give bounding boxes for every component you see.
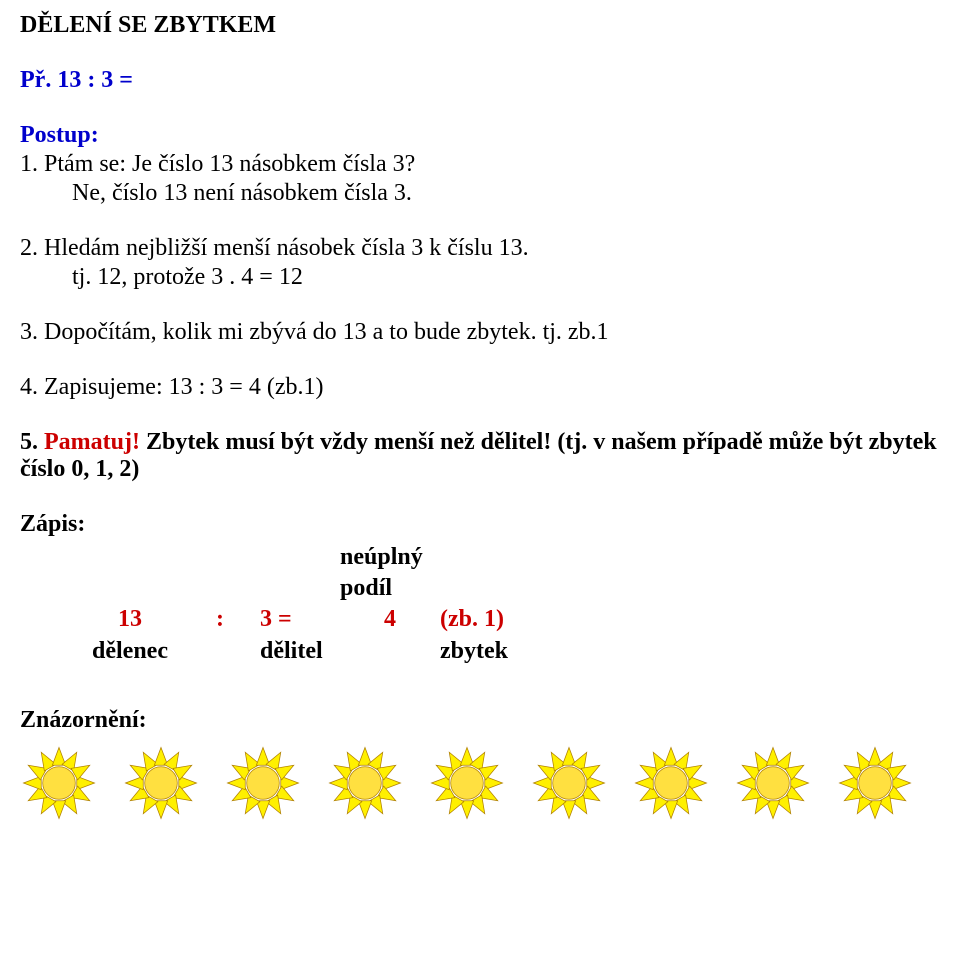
- zapis-cell-empty: [440, 542, 580, 573]
- postup-heading: Postup:: [20, 122, 940, 149]
- step-1-answer: Ne, číslo 13 není násobkem čísla 3.: [72, 180, 940, 207]
- step-5-pamatuj: Pamatuj!: [44, 429, 140, 455]
- step-2-line-a: 2. Hledám nejbližší menší násobek čísla …: [20, 235, 940, 262]
- sun-icon: [634, 746, 708, 820]
- page: DĚLENÍ SE ZBYTKEM Př. 13 : 3 = Postup: 1…: [0, 0, 960, 840]
- zapis-cell-empty: [180, 573, 260, 604]
- zapis-cell-empty: [260, 573, 340, 604]
- zapis-delenec: dělenec: [80, 636, 180, 667]
- zapis-grid: neúplný podíl 13 : 3 = 4 (zb. 1) dělenec…: [80, 542, 940, 667]
- zapis-colon: :: [180, 604, 260, 635]
- step-3-line: 3. Dopočítám, kolik mi zbývá do 13 a to …: [20, 319, 940, 346]
- zapis-cell-empty: [260, 542, 340, 573]
- zapis-cell-empty: [180, 636, 260, 667]
- zapis-delitel: dělitel: [260, 636, 340, 667]
- step-5-rest: Zbytek musí být vždy menší než dělitel! …: [20, 429, 937, 482]
- sun-icon: [838, 746, 912, 820]
- zapis-zbytek: zbytek: [440, 636, 580, 667]
- znazorneni-heading: Znázornění:: [20, 707, 940, 734]
- zapis-cell-empty: [180, 542, 260, 573]
- sun-icon: [124, 746, 198, 820]
- zapis-neuplny: neúplný: [340, 542, 440, 573]
- sun-icon: [226, 746, 300, 820]
- zapis-cell-empty: [440, 573, 580, 604]
- zapis-cell-empty: [80, 573, 180, 604]
- step-1: 1. Ptám se: Je číslo 13 násobkem čísla 3…: [20, 151, 940, 207]
- sun-icon: [328, 746, 402, 820]
- sun-icon: [430, 746, 504, 820]
- step-3: 3. Dopočítám, kolik mi zbývá do 13 a to …: [20, 319, 940, 346]
- sun-icon: [532, 746, 606, 820]
- zapis-heading: Zápis:: [20, 511, 940, 538]
- sun-icon: [22, 746, 96, 820]
- step-2: 2. Hledám nejbližší menší násobek čísla …: [20, 235, 940, 291]
- example-line: Př. 13 : 3 =: [20, 67, 940, 94]
- zapis-13: 13: [80, 604, 180, 635]
- step-2-line-b: tj. 12, protože 3 . 4 = 12: [72, 264, 940, 291]
- step-5-number: 5.: [20, 429, 44, 455]
- zapis-4: 4: [340, 604, 440, 635]
- page-title: DĚLENÍ SE ZBYTKEM: [20, 12, 940, 39]
- zapis-3eq: 3 =: [260, 604, 340, 635]
- zapis-cell-empty: [80, 542, 180, 573]
- zapis-zb: (zb. 1): [440, 604, 580, 635]
- step-4-line: 4. Zapisujeme: 13 : 3 = 4 (zb.1): [20, 374, 940, 401]
- suns-row: [22, 746, 940, 820]
- zapis-podil: podíl: [340, 573, 440, 604]
- zapis-cell-empty: [340, 636, 440, 667]
- step-4: 4. Zapisujeme: 13 : 3 = 4 (zb.1): [20, 374, 940, 401]
- step-5: 5. Pamatuj! Zbytek musí být vždy menší n…: [20, 429, 940, 483]
- sun-icon: [736, 746, 810, 820]
- step-1-question: 1. Ptám se: Je číslo 13 násobkem čísla 3…: [20, 151, 940, 178]
